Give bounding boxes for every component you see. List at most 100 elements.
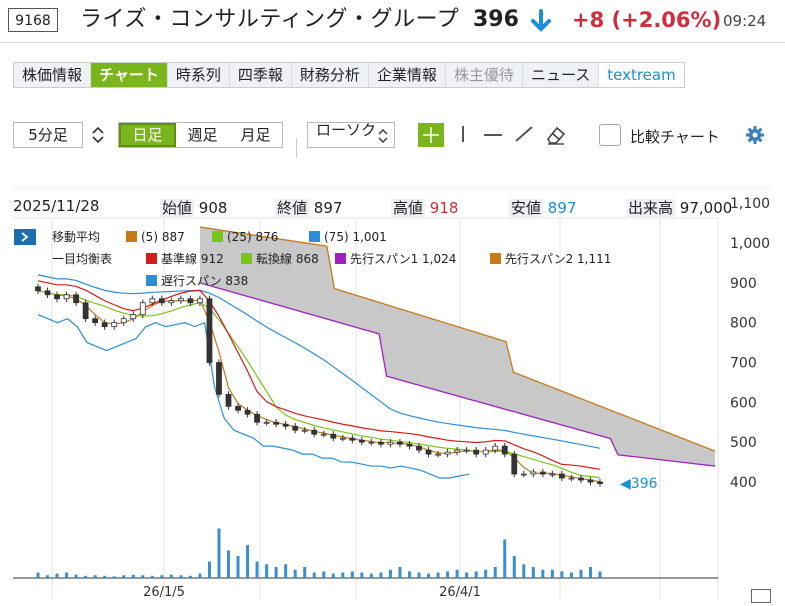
candle-body — [63, 294, 70, 300]
candle-body — [187, 298, 194, 304]
candle-body — [597, 481, 603, 484]
volume-bar — [350, 571, 354, 578]
legend-toggle-button[interactable] — [14, 229, 36, 245]
high-label: 高値 — [391, 199, 426, 217]
candle-body — [435, 453, 441, 456]
vertical-line-tool-icon[interactable] — [462, 126, 464, 142]
tab-news[interactable]: ニュース — [522, 63, 600, 87]
volume-bar — [588, 567, 592, 578]
stock-chart[interactable]: 1,100 1,000 900 800 700 600 500 400 26/1/5 26/4/… — [0, 188, 770, 606]
ohlc-high: 高値 918 — [391, 197, 458, 218]
chevron-updown-icon — [378, 128, 388, 148]
tab-financial-analysis[interactable]: 財務分析 — [291, 63, 369, 87]
chikou-line — [37, 314, 470, 479]
volume-bar — [569, 572, 573, 578]
tab-time-series[interactable]: 時系列 — [167, 63, 230, 87]
candle-body — [454, 449, 461, 453]
horizontal-line-tool-icon[interactable] — [484, 134, 502, 136]
volume-bar — [560, 571, 564, 578]
tab-stock-info[interactable]: 株価情報 — [14, 63, 92, 87]
tab-textream[interactable]: textream — [599, 63, 684, 87]
volume-bar — [150, 575, 154, 578]
tab-quarterly-report[interactable]: 四季報 — [229, 63, 292, 87]
range-weekly-button[interactable]: 週足 — [187, 126, 218, 144]
ichimoku-cloud — [199, 226, 716, 467]
volume-bar — [160, 575, 164, 578]
crosshair-button[interactable] — [418, 123, 444, 147]
volume-bar — [131, 574, 135, 578]
volume-bar — [512, 556, 516, 578]
gear-icon[interactable] — [745, 125, 765, 149]
candle-body — [263, 421, 270, 424]
volume-bar — [255, 561, 259, 578]
volume-value: 97,000 — [679, 199, 733, 217]
trend-line-tool-icon[interactable] — [514, 124, 534, 148]
y-tick-label: 900 — [730, 276, 757, 292]
ohlc-low: 安値 897 — [509, 197, 576, 218]
ohlc-open: 始値 908 — [160, 197, 227, 218]
y-tick-label: 500 — [730, 435, 757, 451]
volume-bar — [169, 574, 173, 578]
candle-body — [111, 322, 118, 328]
close-label: 終値 — [275, 199, 310, 217]
candle-body — [339, 437, 346, 440]
ma75-line — [37, 274, 601, 449]
span1-line — [199, 282, 716, 467]
price-change: +8 (+2.06%) — [572, 8, 722, 32]
volume-bar — [522, 564, 526, 578]
range-daily-button[interactable]: 日足 — [119, 123, 176, 147]
candlesticks — [35, 283, 603, 487]
legend-ma-title: 移動平均 — [52, 230, 101, 244]
candle-body — [177, 298, 184, 302]
candle-body — [558, 473, 565, 479]
keyboard-icon[interactable] — [751, 589, 771, 603]
volume-bar — [36, 572, 40, 578]
period-select[interactable]: 5分足 — [13, 122, 83, 148]
chevron-right-icon — [21, 232, 29, 242]
eraser-icon[interactable] — [545, 124, 567, 150]
volume-bar — [417, 572, 421, 578]
candle-body — [416, 445, 422, 451]
candle-body — [311, 429, 318, 435]
y-axis-ticks: 1,100 1,000 900 800 700 600 500 400 — [730, 196, 770, 491]
range-toggle: 日足 週足 月足 — [118, 122, 283, 148]
candle-body — [216, 362, 222, 395]
chart-grid — [13, 188, 770, 600]
sort-icon[interactable] — [91, 126, 105, 148]
compare-checkbox[interactable] — [599, 124, 621, 146]
legend-ichimoku-title: 一目均衡表 — [52, 252, 113, 266]
volume-bar — [284, 564, 288, 578]
chart-type-select[interactable]: ローソク — [307, 122, 395, 148]
candle-body — [206, 298, 213, 363]
tab-chart[interactable]: チャート — [91, 63, 168, 87]
candle-body — [244, 409, 251, 415]
legend-span2: 先行スパン2 1,111 — [490, 252, 611, 266]
candle-body — [44, 290, 51, 296]
candle-body — [349, 437, 356, 441]
candle-body — [568, 477, 575, 480]
cloud-area — [200, 227, 715, 467]
range-monthly-button[interactable]: 月足 — [240, 126, 271, 144]
legend-kijun: 基準線 912 — [146, 252, 224, 266]
candle-body — [282, 423, 289, 427]
volume-bar — [141, 575, 145, 578]
legend-span1-label: 先行スパン1 1,024 — [350, 252, 457, 266]
candle-body — [292, 425, 299, 431]
candle-body — [101, 322, 108, 328]
volume-bar — [122, 575, 126, 578]
tab-company-info[interactable]: 企業情報 — [368, 63, 446, 87]
volume-bar — [74, 574, 78, 578]
kijun-line — [37, 280, 601, 470]
last-price-marker: ◀396 — [620, 476, 658, 492]
open-label: 始値 — [160, 199, 195, 217]
header-divider — [0, 42, 785, 43]
volume-bar — [484, 569, 488, 578]
close-value: 897 — [313, 199, 343, 217]
volume-bar — [55, 573, 59, 578]
volume-bar — [579, 569, 583, 578]
tab-shareholder-benefits[interactable]: 株主優待 — [445, 63, 523, 87]
candle-body — [406, 443, 413, 447]
span2-line — [199, 226, 716, 452]
legend-ma25-label: (25) 876 — [227, 230, 279, 244]
volume-bar — [436, 572, 440, 578]
